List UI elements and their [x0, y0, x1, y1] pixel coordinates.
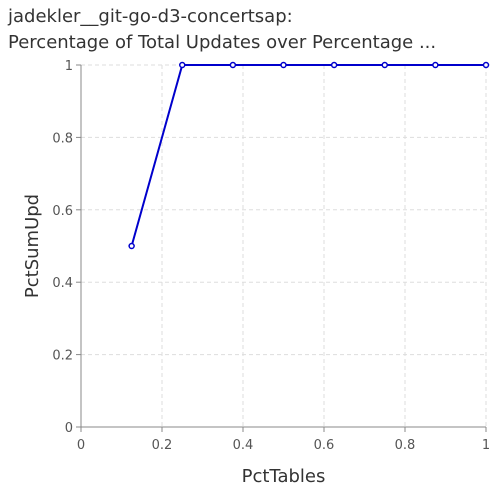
- y-tick-label: 1: [65, 59, 73, 74]
- data-point: [330, 61, 338, 69]
- y-axis-label: PctSumUpd: [22, 194, 43, 298]
- data-point: [229, 61, 237, 69]
- y-tick-label: 0.8: [52, 131, 73, 146]
- data-point: [280, 61, 287, 69]
- axes: [80, 65, 486, 428]
- x-tick-label: 0.6: [314, 438, 335, 453]
- x-tick-label: 0.8: [395, 438, 416, 453]
- plot-area: [128, 61, 490, 250]
- x-axis-label: PctTables: [242, 466, 326, 487]
- data-point: [432, 61, 439, 69]
- x-tick-label: 0.2: [152, 438, 173, 453]
- data-point: [482, 61, 490, 69]
- x-tick-label: 1: [482, 438, 490, 453]
- series-line: [130, 64, 486, 247]
- x-tick-label: 0.4: [233, 438, 254, 453]
- y-tick-label: 0.6: [52, 204, 73, 219]
- data-point: [381, 61, 388, 69]
- chart-title-line-2: Percentage of Total Updates over Percent…: [8, 32, 437, 53]
- x-ticks: 0 0.2 0.4 0.6 0.8 1: [77, 427, 490, 453]
- y-tick-label: 0.4: [52, 276, 73, 291]
- grid: [81, 64, 487, 427]
- chart-title-line-1: jadekler__git-go-d3-concertsap:: [8, 6, 293, 27]
- x-tick-label: 0: [77, 438, 85, 453]
- data-point: [128, 242, 135, 250]
- y-tick-label: 0: [65, 421, 73, 436]
- data-point: [179, 61, 186, 69]
- y-tick-label: 0.2: [52, 349, 73, 364]
- y-ticks: 0 0.2 0.4 0.6 0.8 1: [52, 59, 81, 436]
